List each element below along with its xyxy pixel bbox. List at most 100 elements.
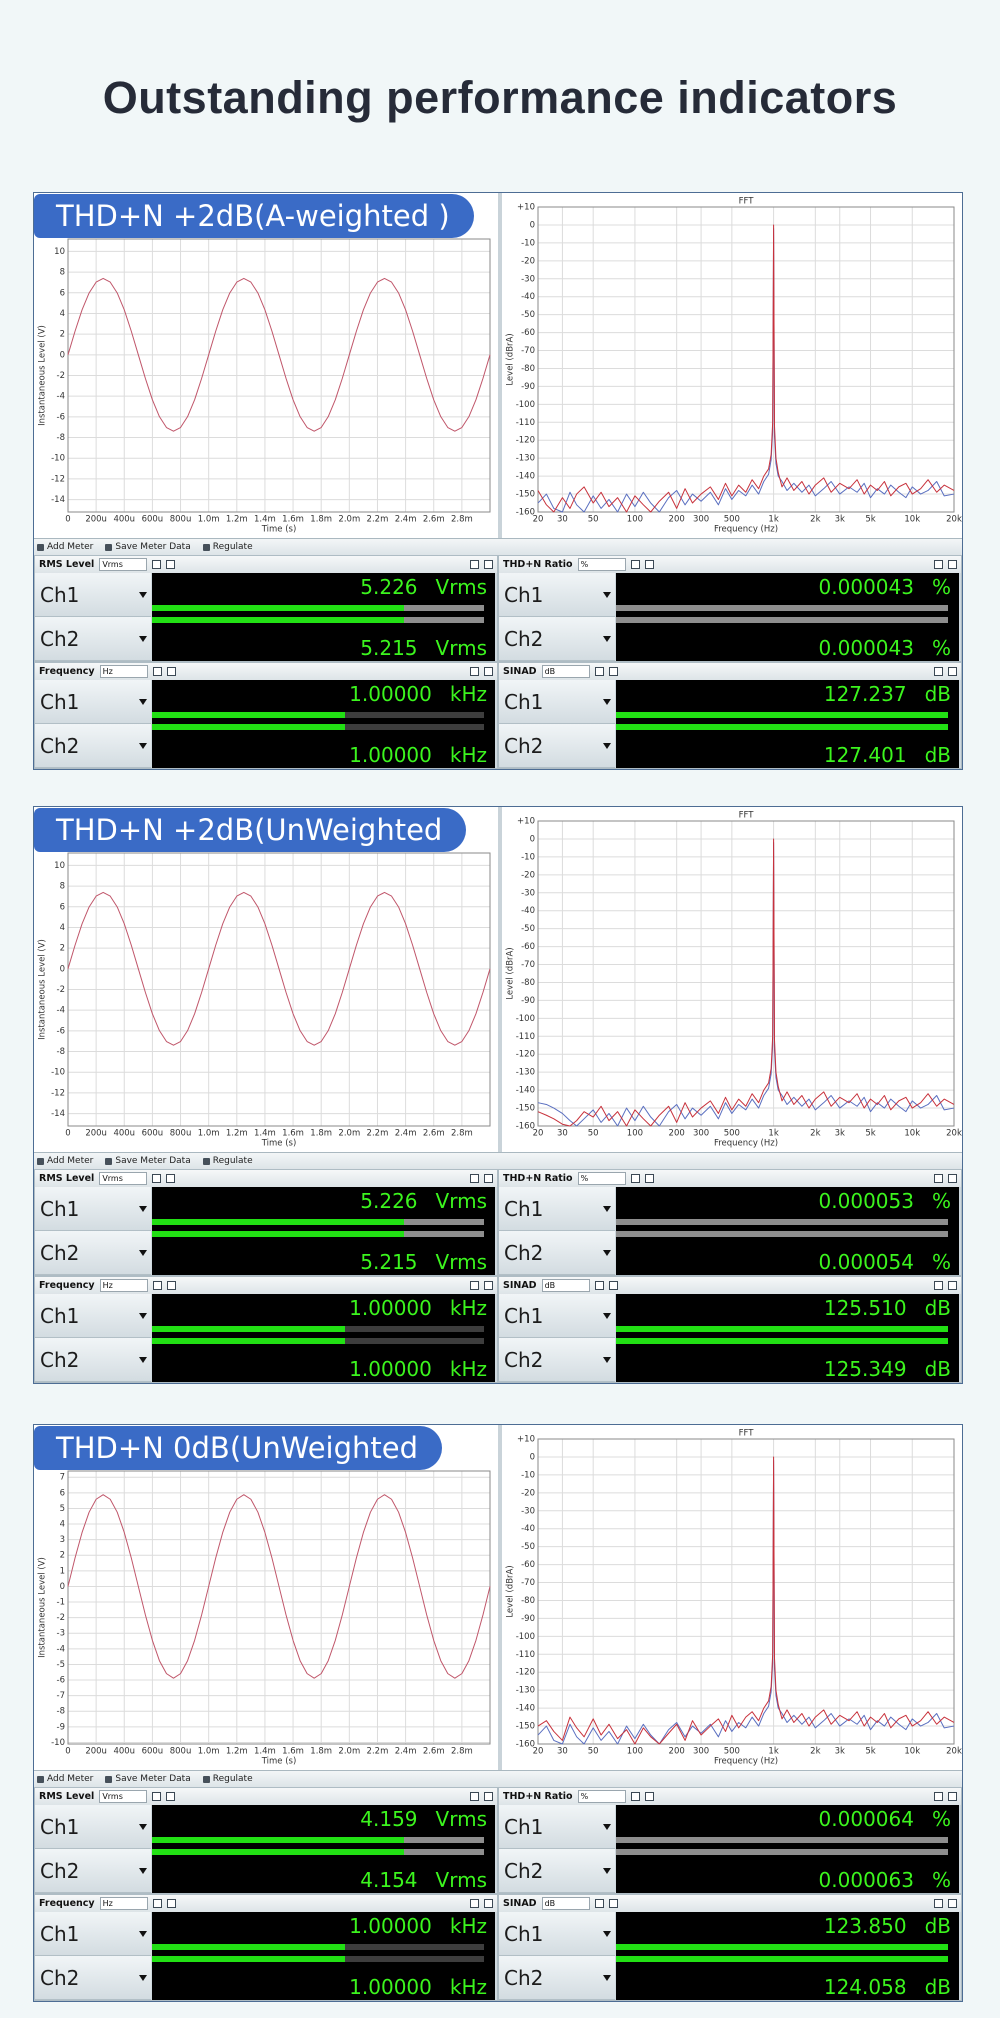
pop-out-icon[interactable] [934,667,943,676]
pop-out-icon[interactable] [470,1899,479,1908]
close-icon[interactable] [948,560,957,569]
close-icon[interactable] [484,1174,493,1183]
channel-select[interactable]: Ch1 [35,680,151,724]
meter-settings-icon[interactable] [644,1174,654,1183]
channel-select[interactable]: Ch1 [35,573,151,617]
pop-out-icon[interactable] [934,1792,943,1801]
close-icon[interactable] [484,560,493,569]
meter: THD+N Ratio% Ch1 Ch2 0.000043% 0.000043% [498,555,962,662]
unit-select[interactable]: Vrms [99,1790,148,1803]
channel-select[interactable]: Ch2 [499,1956,615,2000]
channel-select[interactable]: Ch1 [499,1805,615,1849]
channel-select[interactable]: Ch2 [499,724,615,768]
toolbar-button[interactable]: Add Meter [37,1156,93,1166]
unit-select[interactable]: Vrms [99,1172,148,1185]
reading-unit: % [931,1250,951,1274]
reading-unit: kHz [449,743,487,767]
channel-select[interactable]: Ch1 [499,1912,615,1956]
meter-menu-icon[interactable] [152,667,162,676]
meter-menu-icon[interactable] [594,1899,604,1908]
meter-menu-icon[interactable] [630,1792,640,1801]
pop-out-icon[interactable] [934,1281,943,1290]
toolbar-button[interactable]: Regulate [203,1774,253,1784]
toolbar-button[interactable]: Add Meter [37,1774,93,1784]
meter-settings-icon[interactable] [166,667,176,676]
pop-out-icon[interactable] [934,560,943,569]
toolbar-button[interactable]: Save Meter Data [105,542,190,552]
toolbar-button[interactable]: Regulate [203,1156,253,1166]
pop-out-icon[interactable] [470,1792,479,1801]
channel-select[interactable]: Ch1 [35,1187,151,1231]
channel-select[interactable]: Ch2 [499,1849,615,1893]
meter-menu-icon[interactable] [594,1281,604,1290]
toolbar-button[interactable]: Regulate [203,542,253,552]
x-tick-label: 5k [865,1129,875,1139]
toolbar-button[interactable]: Add Meter [37,542,93,552]
close-icon[interactable] [948,1281,957,1290]
toolbar-button[interactable]: Save Meter Data [105,1156,190,1166]
pop-out-icon[interactable] [934,1899,943,1908]
meter-settings-icon[interactable] [166,560,176,569]
unit-select[interactable]: dB [541,1897,590,1910]
close-icon[interactable] [484,667,493,676]
pop-out-icon[interactable] [470,560,479,569]
meter-settings-icon[interactable] [608,667,618,676]
unit-select[interactable]: Hz [99,1279,148,1292]
pop-out-icon[interactable] [470,1174,479,1183]
channel-select[interactable]: Ch2 [499,1338,615,1382]
meter-menu-icon[interactable] [594,667,604,676]
close-icon[interactable] [948,1174,957,1183]
close-icon[interactable] [484,1792,493,1801]
meter-menu-icon[interactable] [152,1281,162,1290]
channel-select[interactable]: Ch2 [35,1849,151,1893]
meter-settings-icon[interactable] [166,1174,176,1183]
meter-settings-icon[interactable] [608,1899,618,1908]
meter-menu-icon[interactable] [630,560,640,569]
channel-select[interactable]: Ch2 [35,1231,151,1275]
y-tick-label: 4 [60,1520,65,1530]
toolbar-button[interactable]: Save Meter Data [105,1774,190,1784]
unit-select[interactable]: % [577,1172,626,1185]
channel-select[interactable]: Ch1 [35,1294,151,1338]
unit-select[interactable]: Vrms [99,558,148,571]
unit-select[interactable]: Hz [99,665,148,678]
meter-settings-icon[interactable] [166,1281,176,1290]
meter-menu-icon[interactable] [152,1174,162,1183]
meter-settings-icon[interactable] [644,560,654,569]
channel-select[interactable]: Ch2 [35,724,151,768]
meter-menu-icon[interactable] [630,1174,640,1183]
channel-select[interactable]: Ch2 [35,1956,151,2000]
close-icon[interactable] [948,667,957,676]
unit-select[interactable]: dB [541,1279,590,1292]
unit-select[interactable]: % [577,1790,626,1803]
pop-out-icon[interactable] [470,667,479,676]
reading-value: 1.00000 [349,1296,432,1320]
channel-select[interactable]: Ch2 [499,1231,615,1275]
close-icon[interactable] [484,1899,493,1908]
channel-select[interactable]: Ch2 [35,617,151,661]
channel-select[interactable]: Ch1 [499,573,615,617]
unit-select[interactable]: Hz [99,1897,148,1910]
pop-out-icon[interactable] [470,1281,479,1290]
reading-value: 0.000043 [818,636,914,660]
unit-select[interactable]: dB [541,665,590,678]
channel-select[interactable]: Ch1 [35,1805,151,1849]
meter-menu-icon[interactable] [152,560,162,569]
meter-settings-icon[interactable] [166,1899,176,1908]
channel-select[interactable]: Ch1 [499,1187,615,1231]
channel-select[interactable]: Ch1 [499,680,615,724]
close-icon[interactable] [948,1899,957,1908]
close-icon[interactable] [948,1792,957,1801]
meter-settings-icon[interactable] [166,1792,176,1801]
channel-select[interactable]: Ch1 [35,1912,151,1956]
close-icon[interactable] [484,1281,493,1290]
pop-out-icon[interactable] [934,1174,943,1183]
meter-settings-icon[interactable] [608,1281,618,1290]
meter-menu-icon[interactable] [152,1899,162,1908]
channel-select[interactable]: Ch1 [499,1294,615,1338]
unit-select[interactable]: % [577,558,626,571]
meter-settings-icon[interactable] [644,1792,654,1801]
channel-select[interactable]: Ch2 [499,617,615,661]
meter-menu-icon[interactable] [152,1792,162,1801]
channel-select[interactable]: Ch2 [35,1338,151,1382]
